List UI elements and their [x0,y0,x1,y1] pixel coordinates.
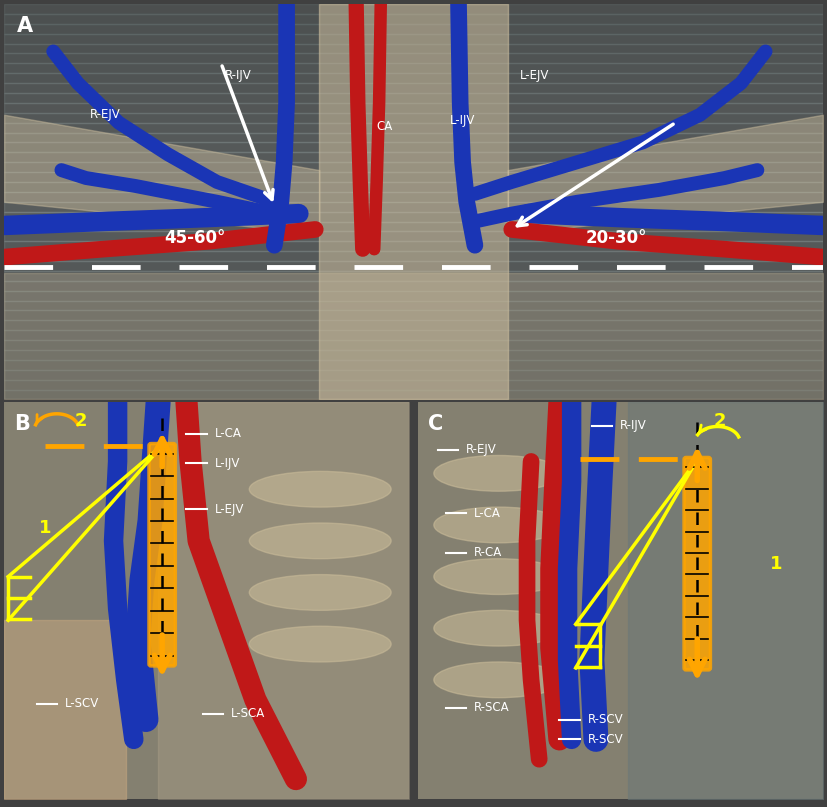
Bar [4,142,823,153]
Bar [4,291,823,300]
Ellipse shape [434,507,563,543]
Ellipse shape [434,558,563,595]
Bar [4,232,823,241]
Bar [4,211,823,221]
Bar [4,320,823,330]
Bar [4,350,823,360]
Bar [4,311,823,320]
Text: R-IJV: R-IJV [225,69,252,82]
Text: L-CA: L-CA [215,427,241,440]
Text: 20-30°: 20-30° [586,229,647,247]
Bar [4,390,823,399]
Bar [4,182,823,192]
Text: 45-60°: 45-60° [164,229,225,247]
Text: 1: 1 [770,554,782,573]
Text: R-SCA: R-SCA [475,701,510,714]
Bar [4,370,823,379]
Bar [4,4,823,14]
Text: 2: 2 [714,412,726,429]
Text: 1: 1 [39,519,51,537]
Bar [4,123,823,132]
Bar [4,83,823,93]
Bar [4,251,823,261]
Bar [4,271,823,281]
Bar [4,102,823,113]
Bar [4,23,823,34]
Ellipse shape [249,523,391,558]
Text: CA: CA [376,120,393,133]
Text: L-EJV: L-EJV [520,69,549,82]
Bar [4,162,823,172]
Bar [4,379,823,390]
Text: L-SCV: L-SCV [65,697,99,710]
Bar [4,44,823,53]
Bar [4,202,823,211]
Bar [4,73,823,83]
Bar [4,281,823,291]
Text: R-SCV: R-SCV [588,733,624,746]
Ellipse shape [249,626,391,662]
Text: L-CA: L-CA [475,507,501,520]
Text: R-SCV: R-SCV [588,713,624,726]
Bar [4,153,823,162]
Bar [4,192,823,202]
Bar [4,53,823,64]
Text: L-EJV: L-EJV [215,503,244,516]
Bar [4,132,823,142]
Bar [4,330,823,341]
Text: R-EJV: R-EJV [90,108,121,121]
Text: R-IJV: R-IJV [620,419,647,433]
Ellipse shape [249,575,391,610]
Bar [4,360,823,370]
Bar [4,261,823,271]
Ellipse shape [249,471,391,507]
Bar [4,172,823,182]
Text: A: A [17,16,32,36]
Ellipse shape [434,662,563,698]
Bar [4,14,823,23]
Bar [4,34,823,44]
Text: 2: 2 [75,412,88,429]
Bar [4,93,823,102]
FancyBboxPatch shape [149,444,175,666]
FancyBboxPatch shape [684,458,710,670]
Text: L-SCA: L-SCA [231,707,265,720]
Text: R-EJV: R-EJV [466,443,497,456]
Ellipse shape [434,610,563,646]
Text: B: B [14,414,30,434]
Bar [4,113,823,123]
Bar [4,221,823,232]
Text: R-CA: R-CA [475,546,503,559]
Text: C: C [428,414,443,434]
Bar [4,341,823,350]
Bar [4,63,823,73]
Text: L-IJV: L-IJV [451,114,476,128]
Bar [4,241,823,251]
Text: L-IJV: L-IJV [215,457,240,470]
Bar [4,301,823,311]
Ellipse shape [434,455,563,491]
